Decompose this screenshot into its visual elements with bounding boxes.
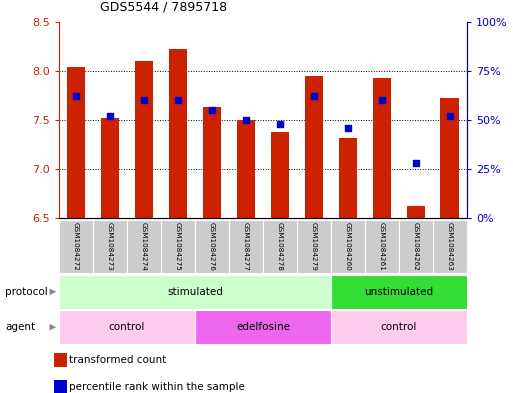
Text: agent: agent [5, 322, 35, 332]
Text: GSM1084263: GSM1084263 [447, 222, 453, 271]
Point [412, 160, 420, 166]
Bar [93, 220, 127, 273]
Bar [372, 77, 391, 218]
Bar [127, 220, 161, 273]
Point [344, 125, 352, 131]
Bar [101, 118, 120, 218]
Point [140, 97, 148, 103]
Bar [331, 275, 467, 309]
Bar [331, 220, 365, 273]
Bar [263, 220, 297, 273]
Bar [169, 49, 187, 218]
Point [242, 117, 250, 123]
Point [72, 93, 80, 99]
Bar [67, 67, 85, 218]
Text: stimulated: stimulated [167, 287, 223, 297]
Text: GSM1084277: GSM1084277 [243, 222, 249, 271]
Bar [195, 310, 331, 344]
Point [446, 113, 454, 119]
Bar [339, 138, 357, 218]
Bar [399, 220, 433, 273]
Point [310, 93, 318, 99]
Point [378, 97, 386, 103]
Text: control: control [381, 322, 417, 332]
Bar [297, 220, 331, 273]
Text: percentile rank within the sample: percentile rank within the sample [69, 382, 245, 392]
Bar [161, 220, 195, 273]
Text: GSM1084261: GSM1084261 [379, 222, 385, 271]
Bar [59, 220, 93, 273]
Bar [433, 220, 467, 273]
Text: GSM1084274: GSM1084274 [141, 222, 147, 271]
Text: GSM1084278: GSM1084278 [277, 222, 283, 271]
Text: GSM1084276: GSM1084276 [209, 222, 215, 271]
Bar [203, 107, 221, 218]
Point [276, 121, 284, 127]
Point [106, 113, 114, 119]
Text: GDS5544 / 7895718: GDS5544 / 7895718 [100, 1, 227, 14]
Bar [59, 275, 331, 309]
Text: control: control [109, 322, 145, 332]
Text: edelfosine: edelfosine [236, 322, 290, 332]
Bar [331, 310, 467, 344]
Text: GSM1084279: GSM1084279 [311, 222, 317, 271]
Text: unstimulated: unstimulated [364, 287, 433, 297]
Bar [236, 120, 255, 218]
Bar [270, 132, 289, 218]
Bar [195, 220, 229, 273]
Text: protocol: protocol [5, 287, 48, 297]
Text: GSM1084272: GSM1084272 [73, 222, 79, 271]
Bar [134, 61, 153, 218]
Bar [365, 220, 399, 273]
Bar [229, 220, 263, 273]
Text: GSM1084275: GSM1084275 [175, 222, 181, 271]
Bar [441, 98, 459, 218]
Text: GSM1084262: GSM1084262 [413, 222, 419, 271]
Bar [305, 75, 323, 218]
Point [174, 97, 182, 103]
Bar [406, 206, 425, 218]
Point [208, 107, 216, 113]
Text: GSM1084260: GSM1084260 [345, 222, 351, 271]
Text: GSM1084273: GSM1084273 [107, 222, 113, 271]
Text: transformed count: transformed count [69, 354, 167, 365]
Bar [59, 310, 195, 344]
